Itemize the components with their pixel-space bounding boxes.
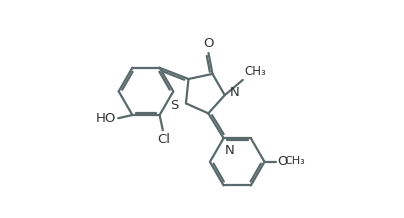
Text: N: N — [230, 86, 240, 99]
Text: O: O — [203, 37, 214, 50]
Text: HO: HO — [95, 112, 116, 125]
Text: CH₃: CH₃ — [244, 65, 266, 78]
Text: N: N — [225, 144, 235, 157]
Text: S: S — [170, 99, 179, 112]
Text: Cl: Cl — [157, 133, 170, 146]
Text: CH₃: CH₃ — [284, 156, 305, 166]
Text: O: O — [277, 155, 288, 168]
